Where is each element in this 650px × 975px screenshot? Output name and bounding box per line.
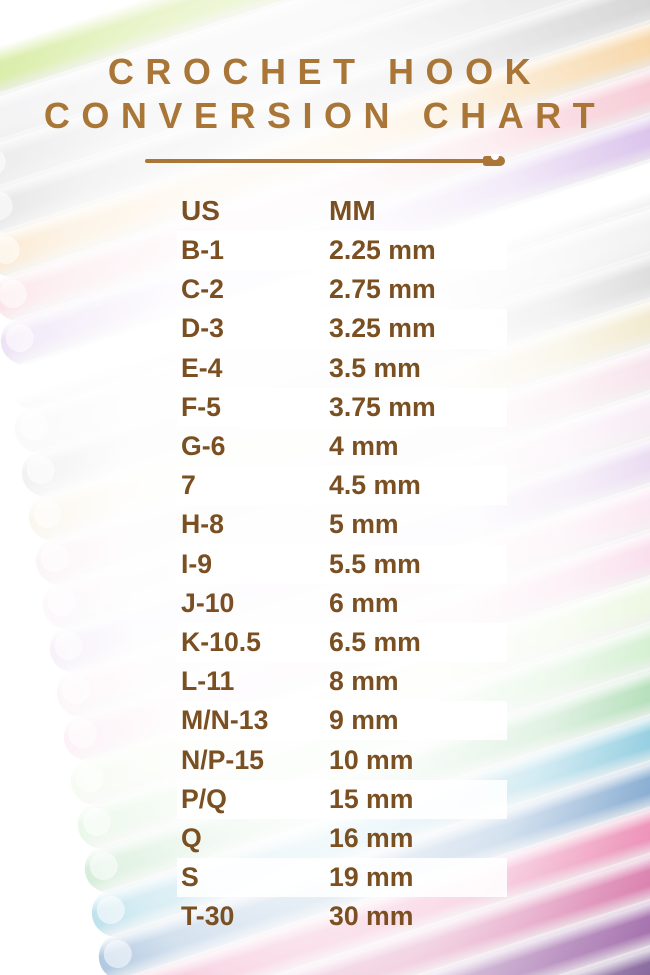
table-row: J-106 mm xyxy=(177,584,507,623)
table-row: N/P-1510 mm xyxy=(177,740,507,779)
table-row: D-33.25 mm xyxy=(177,309,507,348)
table-row: M/N-139 mm xyxy=(177,701,507,740)
cell-us: N/P-15 xyxy=(181,745,329,776)
cell-mm: 9 mm xyxy=(329,705,499,736)
cell-mm: 8 mm xyxy=(329,666,499,697)
cell-mm: 19 mm xyxy=(329,862,499,893)
cell-us: J-10 xyxy=(181,588,329,619)
cell-us: M/N-13 xyxy=(181,705,329,736)
cell-us: B-1 xyxy=(181,235,329,266)
conversion-table: US MM B-12.25 mmC-22.75 mmD-33.25 mmE-43… xyxy=(177,192,507,937)
cell-us: L-11 xyxy=(181,666,329,697)
crochet-hook-icon xyxy=(145,156,505,166)
page-title: CROCHET HOOK CONVERSION CHART xyxy=(44,50,606,138)
cell-us: G-6 xyxy=(181,431,329,462)
cell-mm: 5 mm xyxy=(329,509,499,540)
table-row: T-3030 mm xyxy=(177,897,507,936)
col-header-us: US xyxy=(181,195,329,227)
cell-us: Q xyxy=(181,823,329,854)
cell-mm: 6 mm xyxy=(329,588,499,619)
title-line-1: CROCHET HOOK xyxy=(44,50,606,94)
table-row: E-43.5 mm xyxy=(177,349,507,388)
col-header-mm: MM xyxy=(329,195,499,227)
divider xyxy=(145,156,505,166)
table-row: Q16 mm xyxy=(177,819,507,858)
content: CROCHET HOOK CONVERSION CHART US MM B-12… xyxy=(0,0,650,975)
table-row: G-64 mm xyxy=(177,427,507,466)
table-row: L-118 mm xyxy=(177,662,507,701)
cell-mm: 2.25 mm xyxy=(329,235,499,266)
table-row: I-95.5 mm xyxy=(177,545,507,584)
table-row: K-10.56.5 mm xyxy=(177,623,507,662)
cell-mm: 3.5 mm xyxy=(329,353,499,384)
table-header: US MM xyxy=(177,192,507,231)
cell-mm: 16 mm xyxy=(329,823,499,854)
cell-mm: 4 mm xyxy=(329,431,499,462)
cell-us: D-3 xyxy=(181,313,329,344)
cell-us: E-4 xyxy=(181,353,329,384)
table-row: P/Q15 mm xyxy=(177,780,507,819)
cell-us: S xyxy=(181,862,329,893)
cell-mm: 5.5 mm xyxy=(329,549,499,580)
cell-mm: 3.75 mm xyxy=(329,392,499,423)
cell-mm: 3.25 mm xyxy=(329,313,499,344)
table-row: F-53.75 mm xyxy=(177,388,507,427)
title-line-2: CONVERSION CHART xyxy=(44,94,606,138)
table-row: C-22.75 mm xyxy=(177,270,507,309)
table-row: B-12.25 mm xyxy=(177,231,507,270)
cell-mm: 6.5 mm xyxy=(329,627,499,658)
table-body: B-12.25 mmC-22.75 mmD-33.25 mmE-43.5 mmF… xyxy=(177,231,507,936)
cell-mm: 15 mm xyxy=(329,784,499,815)
cell-mm: 30 mm xyxy=(329,901,499,932)
cell-us: H-8 xyxy=(181,509,329,540)
cell-us: F-5 xyxy=(181,392,329,423)
cell-us: T-30 xyxy=(181,901,329,932)
cell-us: 7 xyxy=(181,470,329,501)
cell-us: K-10.5 xyxy=(181,627,329,658)
table-row: H-85 mm xyxy=(177,505,507,544)
cell-mm: 2.75 mm xyxy=(329,274,499,305)
cell-mm: 4.5 mm xyxy=(329,470,499,501)
cell-us: I-9 xyxy=(181,549,329,580)
table-row: 74.5 mm xyxy=(177,466,507,505)
table-row: S19 mm xyxy=(177,858,507,897)
cell-us: C-2 xyxy=(181,274,329,305)
cell-us: P/Q xyxy=(181,784,329,815)
cell-mm: 10 mm xyxy=(329,745,499,776)
